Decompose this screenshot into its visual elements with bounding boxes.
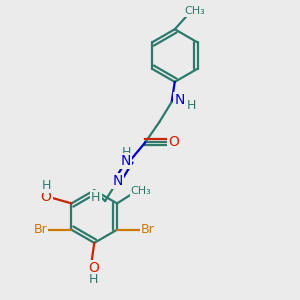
Text: H: H — [89, 273, 98, 286]
Text: O: O — [168, 135, 179, 149]
Text: CH₃: CH₃ — [130, 186, 151, 196]
Text: N: N — [112, 174, 123, 188]
Text: O: O — [88, 261, 99, 275]
Text: Br: Br — [34, 223, 47, 236]
Text: H: H — [41, 179, 51, 192]
Text: CH₃: CH₃ — [184, 6, 205, 16]
Text: N: N — [174, 94, 184, 107]
Text: H: H — [122, 146, 131, 159]
Text: H: H — [91, 191, 101, 205]
Text: N: N — [121, 154, 131, 168]
Text: Br: Br — [141, 223, 155, 236]
Text: H: H — [187, 99, 196, 112]
Text: O: O — [41, 190, 52, 204]
